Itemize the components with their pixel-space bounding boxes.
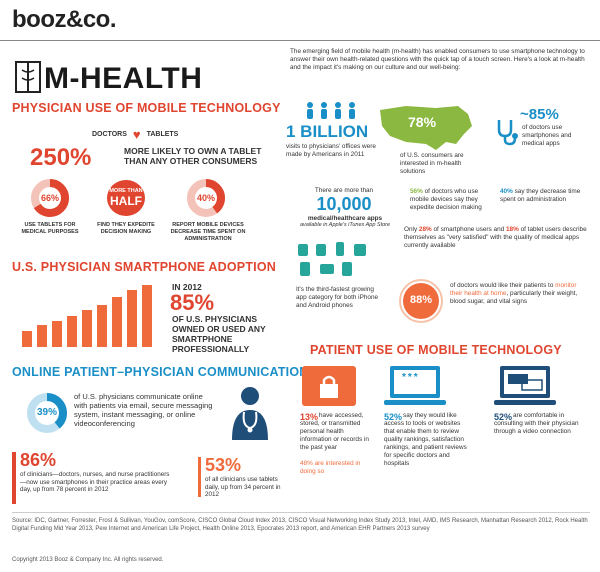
donut-66-value: 66% <box>40 193 59 203</box>
satisfied-block: Only 28% of smartphone users and 18% of … <box>404 226 592 250</box>
satisfied-18: 18% <box>505 226 519 233</box>
billion-text: visits to physicians' offices were made … <box>286 143 376 158</box>
us-pct: 78% <box>408 114 437 130</box>
stat-b-text: of all clinicians use tablets daily, up … <box>205 476 281 498</box>
donut-40-label: REPORT MOBILE DEVICES DECREASE TIME SPEN… <box>170 222 246 242</box>
physician-section-title: PHYSICIAN USE OF MOBILE TECHNOLOGY <box>12 101 281 115</box>
stat-b-bar <box>198 457 201 497</box>
pct-40-block: 40% say they decrease time spent on admi… <box>500 188 592 204</box>
apps-text: medical/healthcare apps <box>307 215 383 222</box>
pct-88-pre: of doctors would like their patients to <box>450 282 554 289</box>
approx-text: of doctors use smartphones and medical a… <box>522 124 572 147</box>
adoption-year: IN 2012 <box>172 282 202 292</box>
pct-88-text: of doctors would like their patients to … <box>450 282 590 306</box>
half-value: HALF <box>110 194 142 208</box>
stat-b-value: 53% <box>205 455 242 475</box>
pct-88-post: , particularly their weight, blood sugar… <box>450 290 578 305</box>
donut-40 <box>187 179 225 217</box>
pct-40: 40% <box>500 188 513 195</box>
patient-stat-2-value: 52% <box>384 412 403 422</box>
doctor-icon <box>232 387 268 440</box>
us-text: of U.S. consumers are interested in m-he… <box>400 152 464 175</box>
adoption-bar <box>97 305 107 347</box>
satisfied-only: Only <box>404 226 418 233</box>
legend-tablets: TABLETS <box>146 131 179 138</box>
half-label: FIND THEY EXPEDITE DECISION MAKING <box>97 222 155 235</box>
smartphone-section-title: U.S. PHYSICIAN SMARTPHONE ADOPTION <box>12 260 276 274</box>
donut-40-value: 40% <box>196 193 215 203</box>
pct-88-highlight: monitor their health at home <box>450 282 577 297</box>
adoption-bar <box>52 321 62 347</box>
donut-66 <box>31 179 69 217</box>
communication-section-title: ONLINE PATIENT–PHYSICIAN COMMUNICATION <box>12 365 309 379</box>
donut-66-label: USE TABLETS FOR MEDICAL PURPOSES <box>21 222 79 235</box>
laptop-icon <box>384 366 446 405</box>
adoption-bar <box>127 290 137 347</box>
half-top: MORE THAN <box>109 188 143 194</box>
adoption-bar <box>37 325 47 347</box>
video-chat-icon <box>494 366 556 405</box>
app-icons <box>298 242 366 276</box>
adoption-bar <box>142 285 152 347</box>
stat-a-value: 86% <box>20 450 57 470</box>
satisfied-end: of tablet users describe themselves as "… <box>404 226 587 249</box>
big-pct-250: 250% <box>30 144 92 171</box>
satisfied-28: 28% <box>418 226 432 233</box>
apps-count: 10,000 <box>316 194 372 214</box>
lock-icon <box>320 375 338 398</box>
password-dots: *** <box>402 372 420 383</box>
adoption-bar <box>112 297 122 347</box>
patient-stat-1-value: 13% <box>300 412 319 422</box>
communication-text: of U.S. physicians communicate online wi… <box>74 392 213 428</box>
adoption-text: OF U.S. PHYSICIANS OWNED OR USED ANY SMA… <box>172 314 266 354</box>
pct-56: 56% <box>410 188 423 195</box>
page-title: M-HEALTH <box>44 62 203 95</box>
donut-88 <box>399 279 443 323</box>
adoption-bar <box>67 316 77 347</box>
caduceus-icon <box>15 61 41 93</box>
patient-stat-1-text: have accessed, stored, or transmitted pe… <box>300 412 369 451</box>
patient-stat-3-value: 52% <box>494 412 513 422</box>
header-divider <box>0 40 600 41</box>
copyright: Copyright 2013 Booz & Company Inc. All r… <box>12 557 164 563</box>
pct-56-text: of doctors who use mobile devices say th… <box>410 188 482 211</box>
donut-39 <box>27 393 67 433</box>
pct-40-text: say they decrease time spent on administ… <box>500 188 581 203</box>
stat-a-text: of clinicians—doctors, nurses, and nurse… <box>20 471 170 493</box>
legend-doctors: DOCTORS <box>92 131 127 138</box>
stat-a-bar <box>12 452 16 504</box>
more-than: There are more than <box>314 187 374 194</box>
third-fastest-text: It's the third-fastest growing app categ… <box>296 286 379 309</box>
apps-sub: available in Apple's iTunes App Store <box>299 222 391 228</box>
brand-logo: booz&co. <box>12 6 117 33</box>
sources-text: Source: IDC, Gartner, Forrester, Frost &… <box>12 518 588 532</box>
intro-text: The emerging field of mobile health (m-h… <box>290 48 585 71</box>
people-icon <box>307 102 355 119</box>
pct-56-block: 56% of doctors who use mobile devices sa… <box>410 188 494 212</box>
pct-88: 88% <box>409 294 433 306</box>
adoption-pct: 85% <box>170 290 215 315</box>
adoption-bars <box>22 285 162 347</box>
adoption-bar <box>22 331 32 347</box>
donut-39-value: 39% <box>36 407 57 418</box>
us-map-icon <box>380 106 472 150</box>
footer-divider <box>12 512 590 513</box>
adoption-bar <box>82 310 92 347</box>
legend: DOCTORS ♥ TABLETS <box>92 127 178 142</box>
patient-stat-2-text: say they would like access to tools or w… <box>384 412 467 467</box>
half-badge: MORE THAN HALF <box>107 180 145 216</box>
approx-pct: ~85% <box>520 106 559 123</box>
stethoscope-icon <box>497 120 518 146</box>
patient-stat-1-extra: 48% are interested in doing so <box>300 460 361 475</box>
patient-section-title: PATIENT USE OF MOBILE TECHNOLOGY <box>310 343 562 357</box>
patient-stat-3-text: are comfortable in consulting with their… <box>494 412 579 435</box>
satisfied-mid: of smartphone users and <box>433 226 505 233</box>
billion-value: 1 BILLION <box>286 122 369 141</box>
heart-icon: ♥ <box>132 127 141 142</box>
big-pct-250-text: MORE LIKELY TO OWN A TABLET THAN ANY OTH… <box>124 146 262 166</box>
